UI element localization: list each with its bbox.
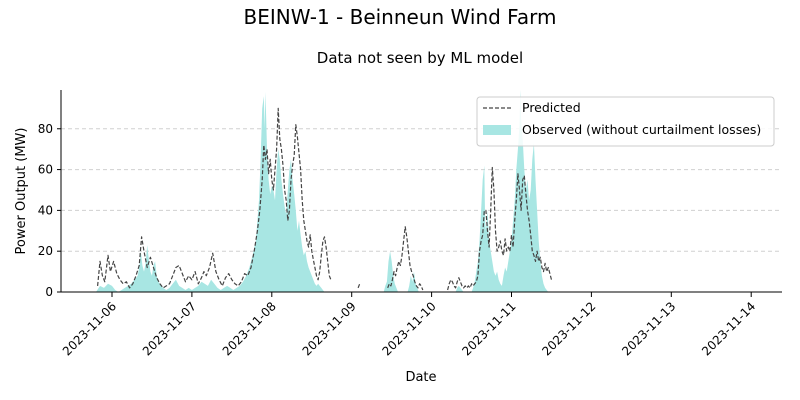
x-axis-label: Date (405, 370, 436, 385)
y-axis-label: Power Output (MW) (14, 128, 29, 255)
x-tick-label: 2023-11-13 (619, 299, 678, 358)
x-tick-label: 2023-11-12 (539, 299, 598, 358)
y-tick-label: 80 (38, 122, 53, 136)
x-tick-label: 2023-11-14 (699, 299, 758, 358)
legend: Predicted Observed (without curtailment … (476, 96, 775, 147)
legend-box (476, 96, 775, 147)
y-tick-label: 60 (38, 163, 53, 177)
legend-observed-label: Observed (without curtailment losses) (522, 122, 761, 137)
observed-series-layer (96, 90, 549, 292)
y-tick-label: 0 (45, 285, 53, 299)
x-tick-label: 2023-11-11 (459, 299, 518, 358)
x-tick-label: 2023-11-10 (380, 299, 439, 358)
predicted-series-layer (97, 107, 553, 291)
x-tick-label: 2023-11-09 (300, 299, 359, 358)
legend-predicted-label: Predicted (522, 100, 581, 115)
x-tick-label: 2023-11-07 (140, 299, 199, 358)
legend-observed-swatch (483, 125, 511, 135)
grid-lines (61, 128, 782, 252)
x-tick-label: 2023-11-06 (60, 299, 119, 358)
observed-area (96, 90, 549, 292)
y-tick-label: 20 (38, 244, 53, 258)
chart-title: BEINW-1 - Beinneun Wind Farm (244, 5, 557, 29)
x-ticks: 2023-11-06 2023-11-07 2023-11-08 2023-11-09… (60, 292, 758, 358)
y-tick-label: 40 (38, 203, 53, 217)
y-ticks: 0 20 40 60 80 (38, 122, 61, 299)
chart-subtitle: Data not seen by ML model (317, 49, 523, 67)
predicted-line (97, 107, 553, 291)
x-tick-label: 2023-11-08 (220, 299, 279, 358)
